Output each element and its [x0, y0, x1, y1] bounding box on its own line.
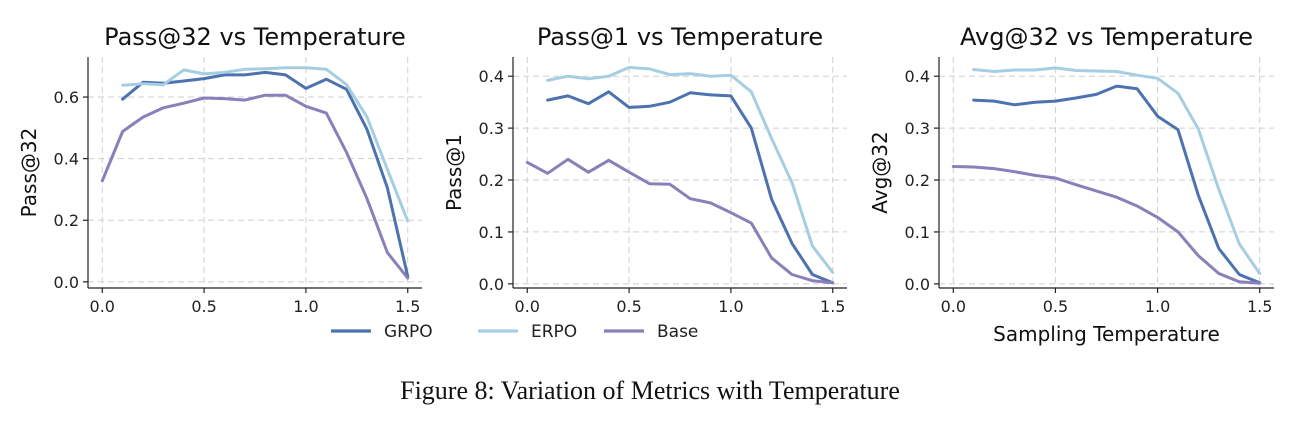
y-tick-label: 0.2: [479, 171, 504, 190]
y-axis-label-pass1: Pass@1: [442, 134, 466, 211]
y-tick-label: 0.2: [54, 211, 79, 230]
series-line-erpo: [972, 66, 1262, 275]
y-tick-label: 0.0: [905, 275, 930, 294]
y-tick-label: 0.1: [905, 223, 930, 242]
x-tick-label: 0.0: [515, 297, 540, 316]
legend-label-erpo: ERPO: [531, 322, 577, 342]
y-tick-label: 0.0: [54, 273, 79, 292]
y-axis-label-avg32: Avg@32: [868, 131, 892, 214]
legend-label-grpo: GRPO: [384, 322, 433, 342]
legend-label-base: Base: [657, 322, 698, 342]
series-line-erpo: [121, 66, 410, 223]
chart-avg32: 0.0 0.5 1.0 1.5 0.0 0.1 0.2 0.3 0.4 Avg@32 vs Tem…: [868, 23, 1274, 346]
chart-title-pass32: Pass@32 vs Temperature: [104, 23, 406, 51]
series-line-erpo: [546, 65, 835, 274]
series-line-grpo: [972, 84, 1262, 285]
chart-pass1: 0.0 0.5 1.0 1.5 0.0 0.1 0.2 0.3 0.4 Pass@1 vs Tem…: [442, 23, 847, 316]
series-line-base: [525, 157, 835, 285]
figure-caption: Figure 8: Variation of Metrics with Temp…: [400, 376, 900, 405]
x-tick-label: 1.5: [1247, 297, 1272, 316]
series-line-grpo: [121, 70, 410, 278]
x-tick-label: 1.0: [1145, 297, 1170, 316]
y-tick-label: 0.4: [479, 67, 504, 86]
y-tick-label: 0.3: [905, 119, 930, 138]
series-line-base: [100, 93, 410, 280]
x-tick-label: 0.5: [191, 297, 216, 316]
x-axis-label-avg32: Sampling Temperature: [993, 322, 1220, 346]
y-tick-label: 0.0: [479, 275, 504, 294]
y-tick-label: 0.4: [905, 67, 930, 86]
y-axis-label-pass32: Pass@32: [17, 128, 41, 218]
series-line-base: [951, 165, 1262, 285]
x-tick-label: 0.5: [1043, 297, 1068, 316]
x-tick-label: 1.5: [395, 297, 420, 316]
legend: GRPO ERPO Base: [331, 322, 698, 342]
chart-title-avg32: Avg@32 vs Temperature: [960, 23, 1253, 51]
x-tick-label: 0.0: [90, 297, 115, 316]
y-tick-label: 0.2: [905, 171, 930, 190]
y-tick-label: 0.1: [479, 223, 504, 242]
x-tick-label: 0.5: [616, 297, 641, 316]
x-tick-label: 1.5: [820, 297, 845, 316]
chart-pass32: 0.0 0.5 1.0 1.5 0.0 0.2 0.4 0.6 Pass@32 vs Tempe…: [17, 23, 422, 316]
chart-title-pass1: Pass@1 vs Temperature: [537, 23, 823, 51]
y-tick-label: 0.6: [54, 88, 79, 107]
x-tick-label: 1.0: [293, 297, 318, 316]
x-tick-label: 1.0: [718, 297, 743, 316]
x-tick-label: 0.0: [941, 297, 966, 316]
y-tick-label: 0.4: [54, 150, 79, 169]
y-tick-label: 0.3: [479, 119, 504, 138]
series-line-grpo: [546, 90, 835, 285]
